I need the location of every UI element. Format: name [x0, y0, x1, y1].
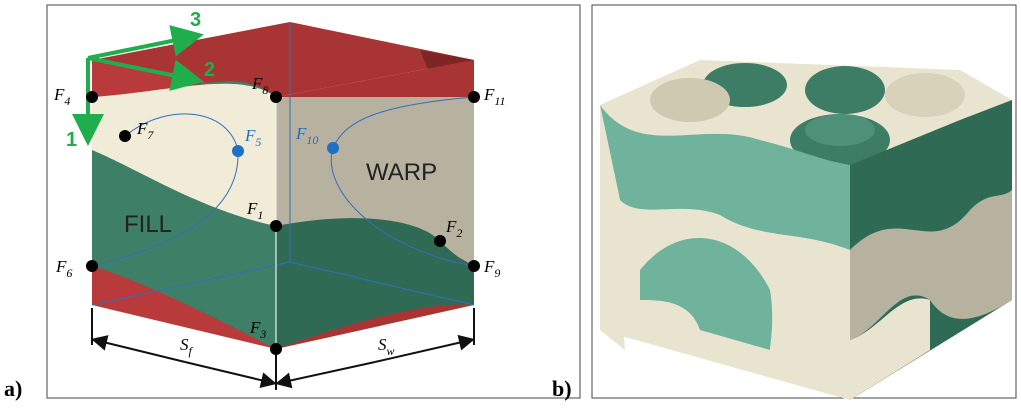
- node-point: [119, 130, 131, 142]
- subscript: 7: [147, 128, 154, 142]
- region-label: FILL: [124, 211, 172, 238]
- subscript: w: [387, 344, 395, 358]
- node-point: [434, 235, 446, 247]
- node-point: [468, 91, 480, 103]
- symbol: F: [55, 257, 67, 276]
- symbol: F: [445, 217, 457, 236]
- subscript: 6: [66, 266, 72, 280]
- subscript: 8: [262, 83, 268, 97]
- subscript: 11: [494, 94, 505, 108]
- symbol-label: F11: [483, 85, 506, 108]
- symbol: F: [136, 119, 148, 138]
- node-point: [327, 142, 339, 154]
- symbol: F: [249, 318, 261, 337]
- axis-label: 2: [204, 59, 215, 81]
- symbol: F: [295, 124, 307, 143]
- axis-label: 1: [66, 129, 77, 151]
- node-point: [270, 343, 282, 355]
- panel-label: a): [4, 376, 22, 401]
- subscript: 9: [494, 266, 500, 280]
- symbol-label: Sw: [378, 335, 395, 358]
- subscript: 2: [456, 226, 462, 240]
- figure: a) b) 123F4F8F11F7F5F10F1F2F6F9F3FILLWAR…: [0, 0, 1021, 408]
- subscript: 1: [257, 208, 263, 222]
- symbol-label: F4: [53, 85, 70, 108]
- node-point: [232, 145, 244, 157]
- symbol: F: [251, 74, 263, 93]
- symbol-label: F6: [55, 257, 72, 280]
- node-point: [270, 91, 282, 103]
- symbol-label: F9: [483, 257, 500, 280]
- node-point: [270, 220, 282, 232]
- symbol-label: Sf: [180, 335, 194, 358]
- node-point: [86, 260, 98, 272]
- subscript: 10: [306, 133, 318, 147]
- subscript: 4: [64, 94, 70, 108]
- symbol: F: [244, 126, 256, 145]
- region-label: WARP: [366, 159, 437, 186]
- symbol: F: [483, 257, 495, 276]
- node-point: [468, 260, 480, 272]
- symbol: F: [53, 85, 65, 104]
- symbol: F: [483, 85, 495, 104]
- symbol: F: [246, 199, 258, 218]
- node-point: [86, 91, 98, 103]
- subscript: 5: [255, 135, 261, 149]
- axis-label: 3: [190, 9, 201, 31]
- panel-label: b): [552, 376, 572, 401]
- subscript: 3: [259, 327, 266, 341]
- subscript: f: [189, 344, 194, 358]
- voxel-model: [600, 60, 1012, 400]
